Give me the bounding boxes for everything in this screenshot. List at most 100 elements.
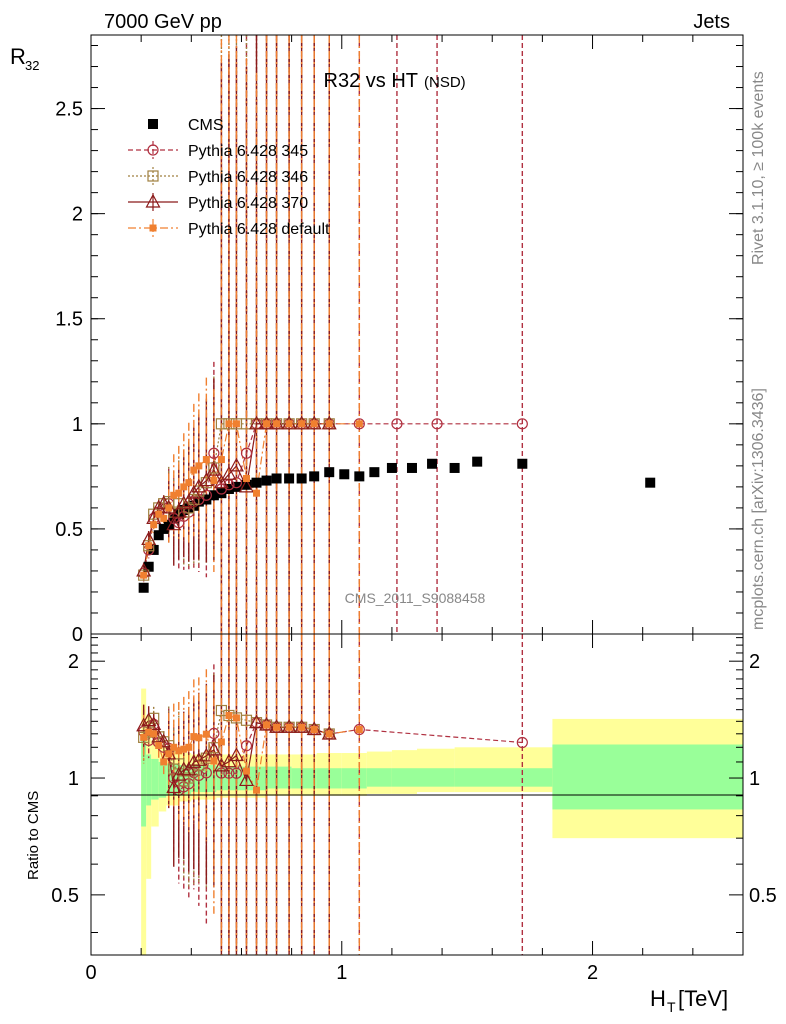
ratio-point: [215, 767, 227, 779]
data-point: [221, 466, 237, 480]
data-point: [249, 415, 265, 430]
stat-band-bin: [146, 754, 152, 806]
data-point: [285, 420, 293, 428]
data-point: [145, 542, 153, 550]
x-tick-label: 0: [85, 962, 96, 984]
data-point: [353, 418, 365, 430]
y-tick-label: 2.5: [55, 99, 83, 121]
data-point: [206, 461, 222, 476]
ratio-point: [195, 734, 203, 742]
ratio-point: [240, 740, 253, 752]
ratio-point: [355, 726, 363, 734]
ratio-point: [146, 716, 162, 730]
stat-band-bin: [366, 768, 392, 787]
data-point: [140, 571, 148, 579]
data-point: [217, 456, 225, 464]
y-tick-label: 0.5: [55, 519, 83, 541]
data-point: [216, 488, 227, 499]
legend-marker: [149, 224, 157, 232]
ratio-point: [200, 767, 212, 779]
ratio-point: [228, 747, 244, 762]
stat-band-bin: [552, 744, 743, 810]
data-point: [156, 495, 172, 510]
data-point: [143, 561, 154, 572]
data-point: [449, 462, 460, 473]
ratio-point: [190, 733, 198, 741]
stat-band-bin: [266, 766, 292, 789]
ratio-point: [156, 733, 172, 748]
data-point: [271, 473, 282, 484]
ratio-point: [170, 743, 178, 751]
data-point: [166, 516, 182, 531]
data-point: [158, 523, 169, 534]
stat-band-bin: [454, 768, 553, 787]
data-point: [180, 483, 188, 491]
data-point: [210, 477, 218, 485]
data-point: [354, 471, 365, 482]
data-point: [241, 479, 252, 490]
x-axis-unit: [TeV]: [678, 986, 728, 1011]
ratio-point: [223, 767, 235, 779]
legend-marker: [148, 119, 158, 129]
data-point: [309, 471, 320, 482]
ratio-point: [140, 733, 148, 741]
ratio-point: [165, 750, 173, 758]
ratio-point: [136, 717, 152, 732]
ratio-point: [213, 757, 229, 772]
data-point: [190, 466, 198, 474]
stat-band-bin: [141, 740, 147, 827]
ratio-point: [310, 726, 318, 734]
y-axis-label-subscript: 32: [25, 58, 39, 73]
analysis-watermark: CMS_2011_S9088458: [345, 590, 486, 606]
data-point: [208, 447, 220, 459]
data-point: [165, 504, 173, 512]
ratio-y-axis-label: Ratio to CMS: [25, 791, 42, 880]
data-point: [472, 456, 483, 467]
header-right: Jets: [693, 11, 730, 33]
ratio-point: [273, 723, 281, 731]
legend-label: Pythia 6.428 370: [188, 195, 308, 212]
data-point: [231, 481, 242, 492]
data-point: [324, 467, 335, 478]
legend-marker: [145, 193, 161, 208]
data-point: [253, 489, 261, 497]
data-point: [339, 469, 350, 480]
x-axis-label-subscript: T: [667, 999, 676, 1015]
ratio-point: [263, 721, 271, 729]
ratio-point: [145, 728, 153, 736]
data-point: [150, 521, 158, 529]
data-point: [175, 489, 183, 497]
data-point: [181, 493, 197, 508]
data-point: [138, 582, 149, 593]
data-point: [296, 473, 307, 484]
data-point: [355, 420, 363, 428]
ratio-point: [516, 736, 528, 749]
ratio-point: [217, 738, 225, 746]
data-point: [386, 462, 397, 473]
mcplots-label: mcplots.cern.ch [arXiv:1306.3436]: [750, 388, 767, 630]
data-point: [195, 462, 203, 470]
data-point: [208, 490, 219, 501]
legend-label: Pythia 6.428 default: [188, 221, 330, 238]
y-tick-label: 1.5: [55, 309, 83, 331]
ratio-point: [186, 753, 202, 768]
data-point: [517, 458, 528, 469]
rivet-label: Rivet 3.1.10, ≥ 100k events: [750, 71, 767, 265]
data-point: [143, 540, 155, 552]
data-point: [176, 495, 192, 510]
ratio-point: [225, 711, 233, 719]
ratio-point: [166, 779, 182, 794]
data-point: [298, 420, 306, 428]
y-tick-label: 2: [72, 204, 83, 226]
data-point: [170, 491, 178, 499]
stat-band-bin: [291, 768, 317, 789]
ratio-point: [232, 714, 240, 722]
x-axis-label: H: [650, 986, 666, 1011]
data-point: [200, 489, 212, 501]
header-left: 7000 GeV pp: [104, 11, 222, 33]
data-point: [232, 420, 240, 428]
ratio-point: [325, 730, 333, 738]
data-point: [242, 474, 250, 482]
legend-marker: [147, 170, 159, 182]
